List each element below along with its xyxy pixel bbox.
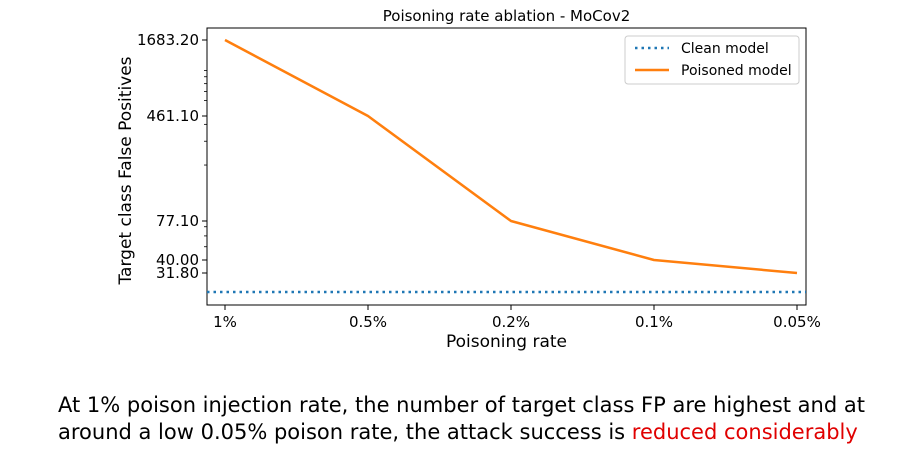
caption-line-1: At 1% poison injection rate, the number … xyxy=(58,393,865,417)
y-tick-label: 40.00 xyxy=(156,251,199,269)
x-axis-label: Poisoning rate xyxy=(446,332,567,352)
y-axis-label: Target class False Positives xyxy=(116,56,136,285)
y-tick-label: 1683.20 xyxy=(137,31,199,49)
caption-line-2-text: around a low 0.05% poison rate, the atta… xyxy=(58,420,632,444)
plot-frame xyxy=(206,27,807,306)
x-tick-label: 0.5% xyxy=(349,313,387,331)
caption-highlight: reduced considerably xyxy=(631,420,858,444)
caption-line-2: around a low 0.05% poison rate, the atta… xyxy=(58,419,898,446)
x-tick-label: 0.1% xyxy=(635,313,673,331)
legend-label: Clean model xyxy=(681,41,769,57)
y-tick-label: 31.80 xyxy=(156,264,199,282)
line-chart: Poisoning rate ablation - MoCov2 1% 0.5% 0.… xyxy=(116,7,821,352)
x-tick-label: 1% xyxy=(213,313,237,331)
x-tick-label: 0.2% xyxy=(492,313,530,331)
y-tick-label: 77.10 xyxy=(156,212,199,230)
x-tick-label: 0.05% xyxy=(773,313,821,331)
y-tick-label: 461.10 xyxy=(147,107,200,125)
chart-title: Poisoning rate ablation - MoCov2 xyxy=(383,7,631,25)
legend-label: Poisoned model xyxy=(681,63,792,79)
caption: At 1% poison injection rate, the number … xyxy=(58,392,898,446)
poisoned-model-line xyxy=(224,38,798,275)
